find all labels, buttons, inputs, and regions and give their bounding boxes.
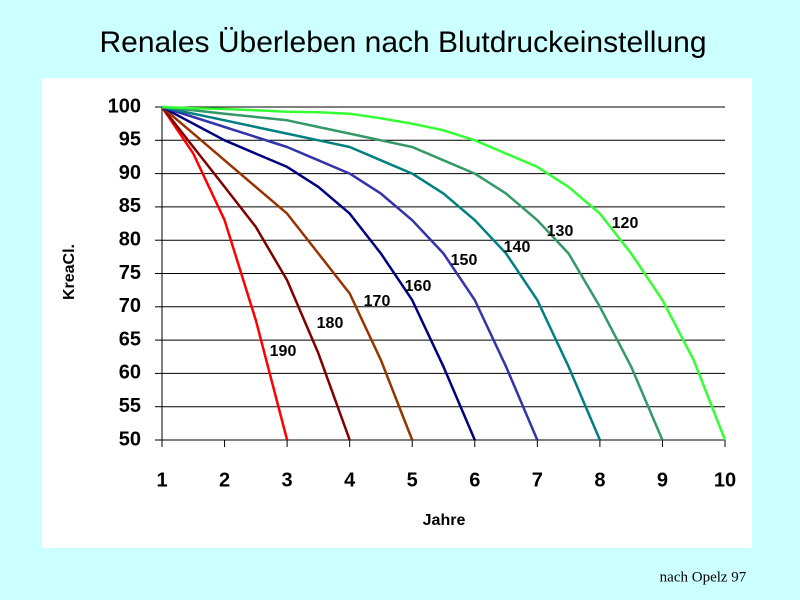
x-tick-label: 9 xyxy=(657,469,668,491)
series-line xyxy=(161,105,539,441)
series-label: 180 xyxy=(317,315,344,332)
chart-title: Renales Überleben nach Blutdruckeinstell… xyxy=(99,26,706,59)
series-line xyxy=(161,105,602,441)
series-label: 160 xyxy=(405,278,432,295)
series-label: 120 xyxy=(612,215,639,232)
x-tick-label: 4 xyxy=(344,469,356,491)
y-tick-label: 95 xyxy=(119,129,141,151)
series-line xyxy=(161,105,727,441)
series-line xyxy=(161,106,414,441)
series-line xyxy=(161,105,476,441)
y-tick-label: 90 xyxy=(119,162,141,184)
y-tick-label: 65 xyxy=(119,328,141,350)
plot-panel xyxy=(42,78,752,548)
y-tick-label: 80 xyxy=(119,228,141,250)
y-tick-label: 50 xyxy=(119,428,141,450)
y-tick-label: 60 xyxy=(119,362,141,384)
series-label: 130 xyxy=(547,223,574,240)
x-tick-label: 8 xyxy=(594,469,605,491)
source-note: nach Opelz 97 xyxy=(660,569,747,585)
series-label: 150 xyxy=(451,252,478,269)
y-tick-label: 100 xyxy=(108,95,141,117)
x-tick-label: 1 xyxy=(156,469,167,491)
y-tick-label: 55 xyxy=(119,395,141,417)
x-axis-label: Jahre xyxy=(423,512,466,529)
series-line xyxy=(161,105,664,441)
y-tick-label: 70 xyxy=(119,295,141,317)
x-tick-label: 5 xyxy=(407,469,418,491)
x-tick-label: 2 xyxy=(219,469,230,491)
y-tick-label: 75 xyxy=(119,262,141,284)
x-tick-label: 6 xyxy=(469,469,480,491)
series-line xyxy=(161,106,351,441)
y-tick-label: 85 xyxy=(119,195,141,217)
x-tick-label: 3 xyxy=(282,469,293,491)
y-axis-label: KreaCl. xyxy=(61,244,78,300)
series-label: 190 xyxy=(270,343,297,360)
series-label: 140 xyxy=(504,239,531,256)
x-tick-label: 10 xyxy=(714,469,736,491)
series-label: 170 xyxy=(364,293,391,310)
series-line xyxy=(160,106,289,441)
x-tick-label: 7 xyxy=(532,469,543,491)
